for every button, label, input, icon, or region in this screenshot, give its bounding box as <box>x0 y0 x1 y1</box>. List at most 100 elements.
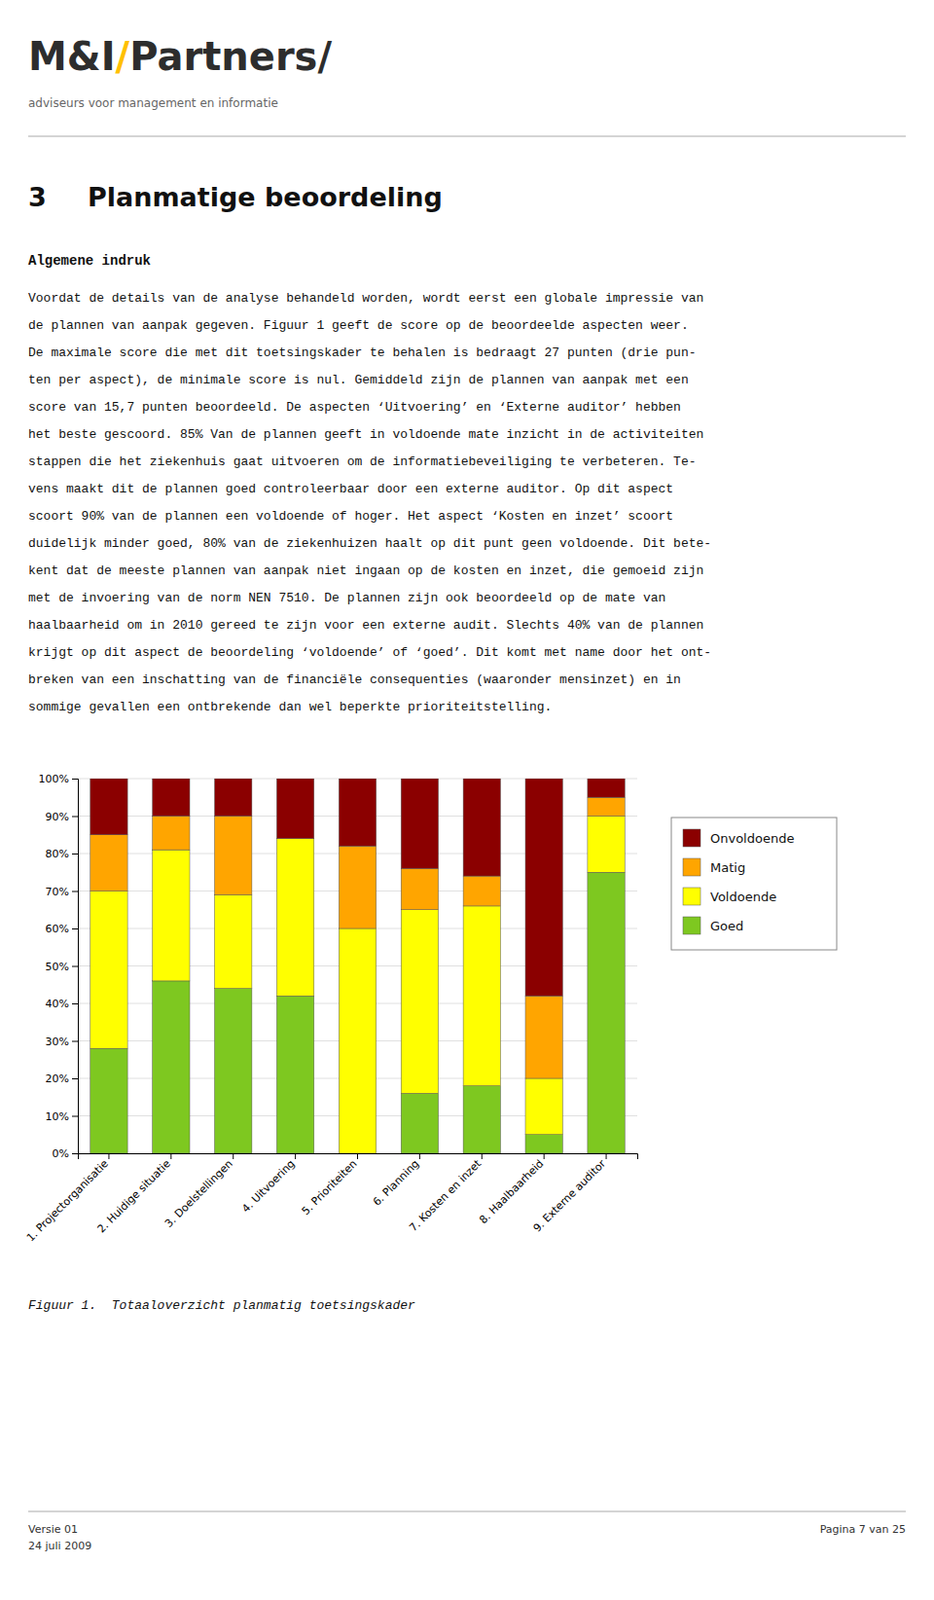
tick-mark <box>71 891 78 893</box>
tick-mark <box>71 1077 78 1079</box>
tick-label: 9. Externe auditor <box>531 1156 610 1235</box>
bar <box>463 875 501 906</box>
x-axis: 1. Projectorganisatie2. Huidige situatie… <box>24 1152 639 1244</box>
bar <box>338 778 376 846</box>
x-tick: 5. Prioriteiten <box>299 1152 360 1218</box>
legend-frame <box>671 817 837 950</box>
bar-series <box>90 778 625 996</box>
grid <box>77 778 638 1153</box>
subsection-title: Algemene indruk <box>28 252 151 269</box>
body-line: duidelijk minder goed, 80% van de zieken… <box>28 536 712 551</box>
bar <box>463 905 501 1086</box>
figure-caption: Figuur 1. Totaaloverzicht planmatig toet… <box>28 1297 416 1313</box>
section-title: Planmatige beoordeling <box>87 181 443 213</box>
legend-item: Onvoldoende <box>682 828 794 847</box>
tick-mark <box>357 1152 359 1159</box>
bar <box>463 778 501 876</box>
bar <box>400 867 438 909</box>
body-text: Voordat de details van de analyse behand… <box>28 290 712 715</box>
logo-part: Partners/ <box>129 34 332 79</box>
tick-mark <box>481 1152 483 1159</box>
bar <box>400 778 438 868</box>
body-line: ten per aspect), de minimale score is nu… <box>28 372 689 388</box>
x-tick: 4. Uitvoering <box>239 1152 297 1216</box>
tick-mark <box>419 1152 421 1159</box>
footer-left: Versie 01 <box>28 1522 78 1536</box>
bar <box>525 1134 563 1153</box>
tick-mark <box>107 1152 109 1159</box>
tick-mark <box>71 1115 78 1117</box>
tick-mark <box>170 1152 172 1159</box>
x-tick: 3. Doelstellingen <box>162 1152 236 1230</box>
tick-mark <box>71 816 78 818</box>
tick-label: 80% <box>45 847 70 861</box>
x-tick: 6. Planning <box>370 1152 423 1209</box>
bar <box>338 845 376 929</box>
tick-label: 1. Projectorganisatie <box>24 1156 111 1244</box>
legend-label: Onvoldoende <box>710 830 794 846</box>
tick-label: 30% <box>45 1035 70 1048</box>
footer-left: 24 juli 2009 <box>28 1539 92 1552</box>
body-line: Voordat de details van de analyse behand… <box>28 290 704 306</box>
y-tick: 30% <box>45 1035 78 1048</box>
tick-label: 70% <box>45 885 70 899</box>
bar <box>400 909 438 1094</box>
tick-label: 60% <box>45 922 70 935</box>
tick-mark <box>71 966 78 968</box>
tick-label: 6. Planning <box>370 1156 423 1209</box>
legend-swatch <box>682 858 701 876</box>
body-line: score van 15,7 punten beoordeeld. De asp… <box>28 399 682 415</box>
body-line: met de invoering van de norm NEN 7510. D… <box>28 590 666 606</box>
tick-mark <box>232 1152 234 1159</box>
bar <box>152 816 190 851</box>
body-line: breken van een inschatting van de financ… <box>28 672 682 687</box>
bar <box>525 1077 563 1135</box>
tick-label: 40% <box>45 997 70 1010</box>
tick-label: 50% <box>45 960 70 973</box>
bar <box>215 778 252 817</box>
body-line: haalbaarheid om in 2010 gereed te zijn v… <box>28 617 704 633</box>
axis-line <box>71 779 79 1154</box>
y-tick: 20% <box>45 1072 78 1085</box>
bar <box>525 995 563 1078</box>
bar <box>525 778 563 996</box>
y-tick: 40% <box>45 997 78 1010</box>
tick-mark <box>543 1152 545 1159</box>
bar <box>152 849 190 981</box>
tick-label: 4. Uitvoering <box>239 1156 297 1215</box>
logo: M&I/Partners/ <box>28 34 332 79</box>
legend-label: Matig <box>710 860 746 875</box>
tick-label: 100% <box>38 772 70 786</box>
bar <box>90 778 128 835</box>
body-line: stappen die het ziekenhuis gaat uitvoere… <box>28 454 697 469</box>
x-tick: 7. Kosten en inzet <box>406 1152 485 1234</box>
legend-swatch <box>682 916 701 934</box>
body-line: kent dat de meeste plannen van aanpak ni… <box>28 563 704 578</box>
footer-separator <box>28 1510 906 1512</box>
page: M&I/Partners/adviseurs voor management e… <box>0 0 934 1600</box>
tick-label: 3. Doelstellingen <box>162 1156 236 1230</box>
separator <box>28 136 906 138</box>
tick-mark <box>606 1152 608 1159</box>
x-tick: 2. Huidige situatie <box>95 1152 174 1235</box>
bar <box>463 1085 501 1153</box>
tick-mark <box>294 1152 296 1159</box>
y-tick: 0% <box>52 1147 78 1160</box>
tick-mark <box>71 928 78 930</box>
y-tick: 50% <box>45 960 78 973</box>
bar <box>276 995 314 1153</box>
y-tick: 70% <box>45 885 78 899</box>
y-tick: 100% <box>38 772 78 786</box>
bar <box>587 816 625 873</box>
tick-mark <box>71 853 78 855</box>
y-axis: 0%10%20%30%40%50%60%70%80%90%100% <box>38 772 79 1160</box>
bar <box>338 928 376 1153</box>
bar <box>152 778 190 817</box>
bar <box>90 834 128 892</box>
bar <box>276 838 314 997</box>
tick-label: 8. Haalbaarheid <box>476 1156 546 1226</box>
tick-mark <box>71 1041 78 1042</box>
tick-mark <box>71 778 78 780</box>
bar <box>90 891 128 1049</box>
bar <box>215 816 252 896</box>
